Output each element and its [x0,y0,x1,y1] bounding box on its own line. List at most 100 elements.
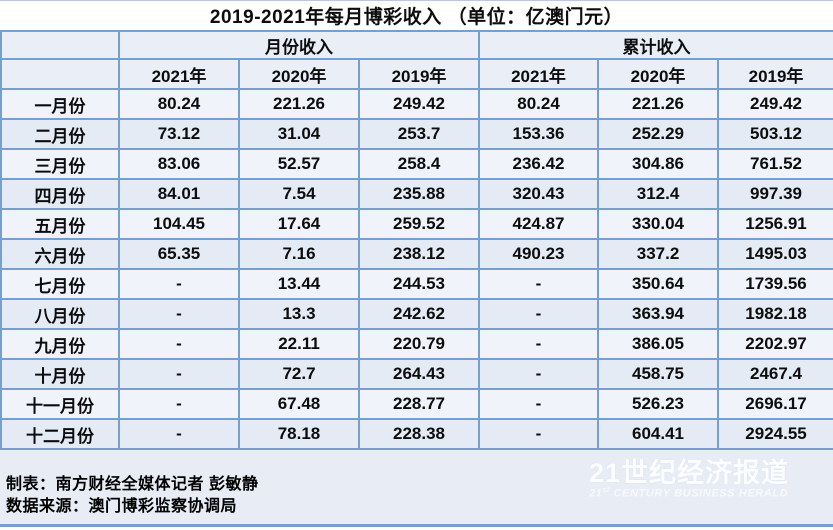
value-cell: - [118,358,240,390]
value-cell: 2696.17 [717,388,833,420]
value-cell: 13.44 [238,268,360,300]
table-row: 三月份 83.06 52.57 258.4 236.42 304.86 761.… [0,148,833,180]
value-cell: - [478,268,600,300]
month-cell: 十一月份 [0,388,120,420]
group-header-monthly: 月份收入 [117,30,481,60]
value-cell: 221.26 [597,88,720,120]
value-cell: 526.23 [597,388,720,420]
value-cell: 7.16 [238,238,360,270]
month-cell: 十月份 [0,358,120,390]
month-cell: 六月份 [0,238,120,270]
value-cell: 249.42 [357,88,481,120]
corner-cell [0,58,120,90]
value-cell: 220.79 [357,328,481,360]
month-cell: 十二月份 [0,418,120,450]
value-cell: 258.4 [357,148,481,180]
value-cell: 386.05 [597,328,720,360]
value-cell: 235.88 [357,178,481,210]
credit-line: 制表：南方财经全媒体记者 彭敏静 [6,476,259,493]
table-row: 六月份 65.35 7.16 238.12 490.23 337.2 1495.… [0,238,833,270]
value-cell: 31.04 [238,118,360,150]
source-line: 数据来源：澳门博彩监察协调局 [6,498,238,515]
value-cell: 304.86 [597,148,720,180]
value-cell: 242.62 [357,298,481,330]
table-row: 四月份 84.01 7.54 235.88 320.43 312.4 997.3… [0,178,833,210]
value-cell: 80.24 [118,88,240,120]
year-header: 2020年 [597,58,720,90]
logo-chinese-text: 21世纪经济报道 [588,458,789,488]
value-cell: 7.54 [238,178,360,210]
value-cell: 72.7 [238,358,360,390]
value-cell: 153.36 [478,118,600,150]
value-cell: 1739.56 [717,268,833,300]
group-header-cumulative: 累计收入 [478,30,833,60]
revenue-table: 月份收入 累计收入 2021年 2020年 2019年 2021年 2020年 … [0,30,833,450]
value-cell: 253.7 [357,118,481,150]
table-row: 七月份 - 13.44 244.53 - 350.64 1739.56 [0,268,833,300]
footer: 制表：南方财经全媒体记者 彭敏静 数据来源：澳门博彩监察协调局 21世纪经济报道… [0,450,833,524]
value-cell: 2467.4 [717,358,833,390]
year-header: 2021年 [118,58,240,90]
value-cell: - [478,298,600,330]
table-row: 十一月份 - 67.48 228.77 - 526.23 2696.17 [0,388,833,420]
table-row: 十二月份 - 78.18 228.38 - 604.41 2924.55 [0,418,833,450]
value-cell: 228.77 [357,388,481,420]
value-cell: 238.12 [357,238,481,270]
year-header: 2021年 [478,58,600,90]
value-cell: 363.94 [597,298,720,330]
value-cell: 761.52 [717,148,833,180]
value-cell: 490.23 [478,238,600,270]
value-cell: 2202.97 [717,328,833,360]
value-cell: 65.35 [118,238,240,270]
value-cell: 104.45 [118,208,240,240]
value-cell: 244.53 [357,268,481,300]
month-cell: 五月份 [0,208,120,240]
logo-english-text: 21st CENTURY BUSINESS HERALD [589,487,789,500]
logo-en-sup: st [602,487,610,494]
month-cell: 四月份 [0,178,120,210]
value-cell: 52.57 [238,148,360,180]
month-cell: 九月份 [0,328,120,360]
month-cell: 八月份 [0,298,120,330]
value-cell: 17.64 [238,208,360,240]
year-header: 2019年 [717,58,833,90]
value-cell: 1495.03 [717,238,833,270]
value-cell: 604.41 [597,418,720,450]
value-cell: 997.39 [717,178,833,210]
value-cell: - [118,388,240,420]
value-cell: - [478,418,600,450]
value-cell: - [478,328,600,360]
value-cell: 264.43 [357,358,481,390]
month-cell: 三月份 [0,148,120,180]
table-row: 十月份 - 72.7 264.43 - 458.75 2467.4 [0,358,833,390]
value-cell: 22.11 [238,328,360,360]
value-cell: - [478,358,600,390]
value-cell: 1256.91 [717,208,833,240]
value-cell: 503.12 [717,118,833,150]
value-cell: 259.52 [357,208,481,240]
value-cell: 458.75 [597,358,720,390]
group-header-row: 月份收入 累计收入 [0,30,833,60]
value-cell: 13.3 [238,298,360,330]
year-header-row: 2021年 2020年 2019年 2021年 2020年 2019年 [0,58,833,90]
value-cell: 221.26 [238,88,360,120]
logo-en-rest: CENTURY BUSINESS HERALD [609,487,789,500]
corner-cell [0,30,120,60]
month-cell: 一月份 [0,88,120,120]
month-cell: 七月份 [0,268,120,300]
value-cell: 330.04 [597,208,720,240]
value-cell: 84.01 [118,178,240,210]
value-cell: 67.48 [238,388,360,420]
value-cell: 320.43 [478,178,600,210]
value-cell: 249.42 [717,88,833,120]
month-cell: 二月份 [0,118,120,150]
value-cell: 73.12 [118,118,240,150]
value-cell: - [118,268,240,300]
logo-en-number: 21 [588,487,603,500]
value-cell: 236.42 [478,148,600,180]
value-cell: - [118,418,240,450]
table-row: 五月份 104.45 17.64 259.52 424.87 330.04 12… [0,208,833,240]
year-header: 2019年 [357,58,481,90]
year-header: 2020年 [238,58,360,90]
